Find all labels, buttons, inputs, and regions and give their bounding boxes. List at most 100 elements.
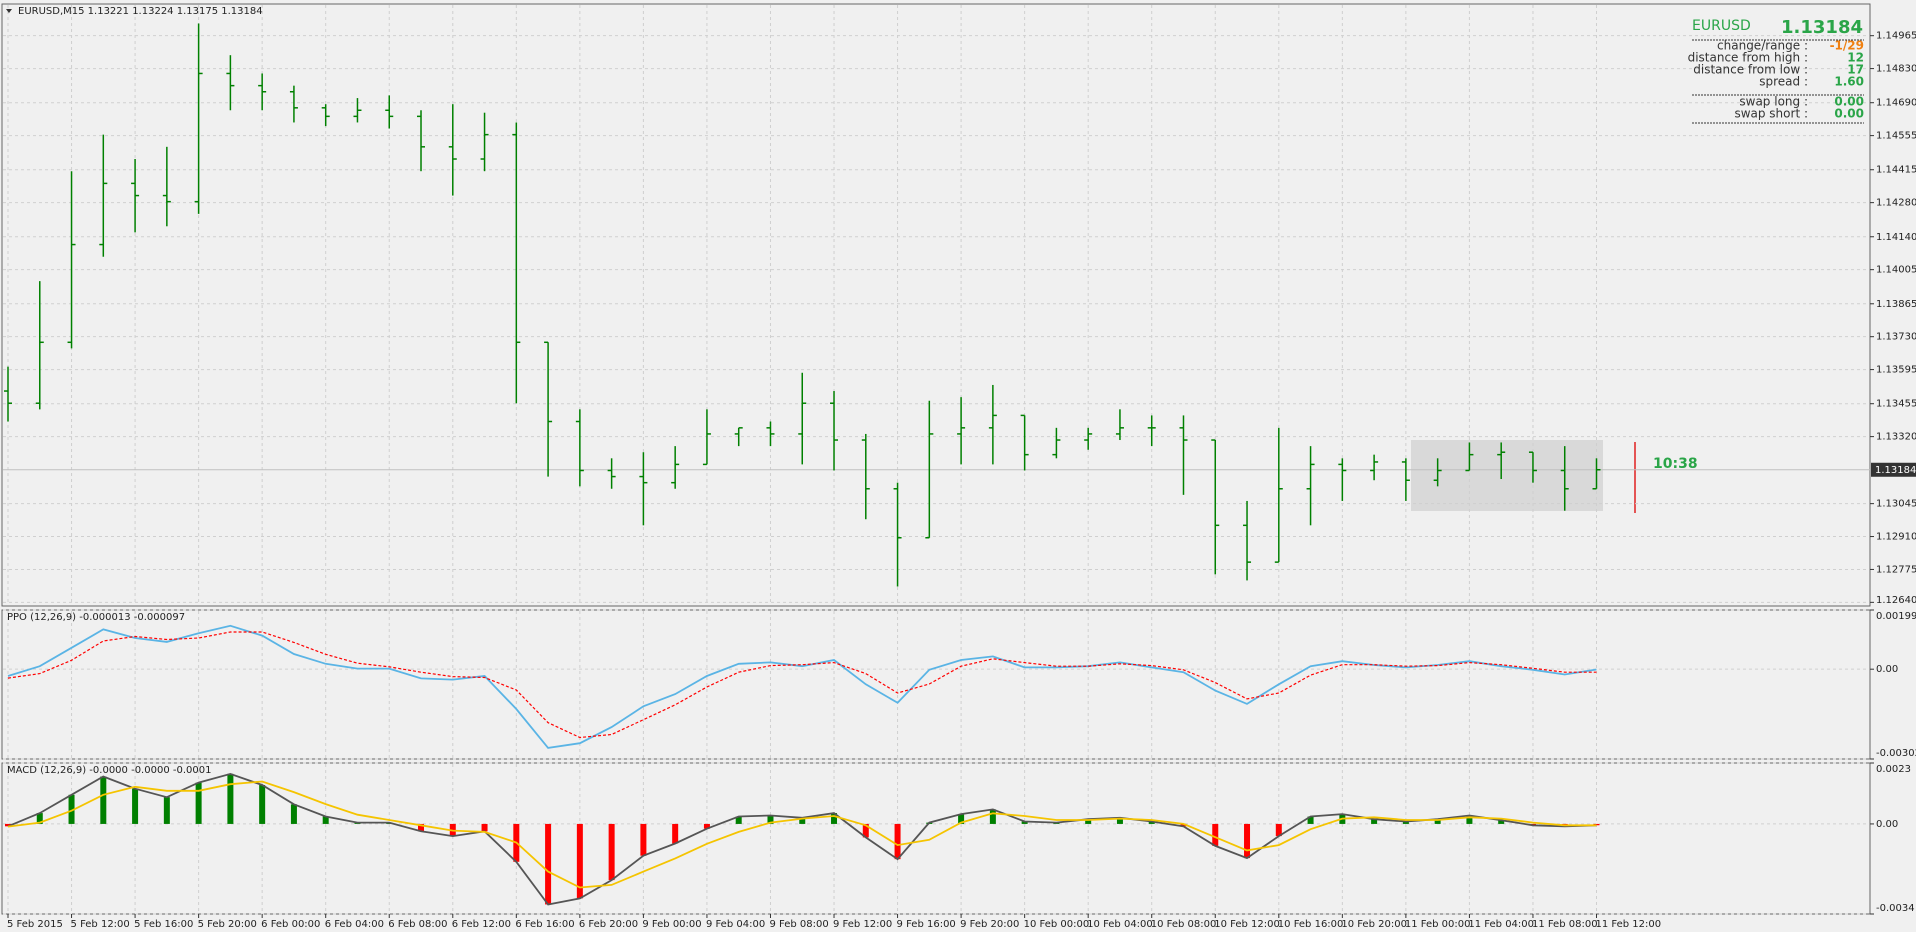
y-tick-label: 1.12640 xyxy=(1876,595,1916,606)
info-value: -1/29 xyxy=(1830,39,1864,53)
histogram-bar xyxy=(1371,819,1378,824)
x-tick-label: 5 Feb 16:00 xyxy=(134,919,193,930)
y-tick-label: 1.14415 xyxy=(1876,165,1916,176)
info-value: 12 xyxy=(1847,51,1864,65)
info-value: 0.00 xyxy=(1834,107,1864,121)
panel-title: MACD (12,26,9) -0.0000 -0.0000 -0.0001 xyxy=(7,765,211,776)
histogram-bar xyxy=(290,804,297,824)
x-tick-label: 10 Feb 16:00 xyxy=(1278,919,1344,930)
histogram-bar xyxy=(481,823,488,832)
menu-arrow xyxy=(6,9,12,13)
histogram-bar xyxy=(703,823,710,829)
histogram-bar xyxy=(322,816,329,824)
x-tick-label: 11 Feb 04:00 xyxy=(1468,919,1534,930)
x-tick-label: 9 Feb 12:00 xyxy=(833,919,892,930)
shaded-region xyxy=(1411,440,1603,511)
histogram-bar xyxy=(418,823,425,832)
y-tick-label: 1.12910 xyxy=(1876,532,1916,543)
x-tick-label: 9 Feb 20:00 xyxy=(960,919,1019,930)
x-tick-label: 6 Feb 04:00 xyxy=(325,919,384,930)
current-price-box xyxy=(1871,462,1916,477)
y-tick-label: 0.00 xyxy=(1876,819,1898,830)
x-tick-label: 10 Feb 12:00 xyxy=(1214,919,1280,930)
x-tick-label: 10 Feb 20:00 xyxy=(1341,919,1407,930)
panel-frame xyxy=(1,762,1871,915)
info-label: distance from low : xyxy=(1693,63,1808,77)
y-tick-label: 0.001992 xyxy=(1876,611,1916,622)
histogram-bar xyxy=(36,813,43,824)
histogram-bar xyxy=(576,823,583,899)
histogram-bar xyxy=(163,797,170,824)
y-tick-label: 1.13595 xyxy=(1876,365,1916,376)
series-line xyxy=(7,780,1597,889)
panel-frame xyxy=(1,3,1871,607)
symbol: EURUSD xyxy=(1692,18,1751,34)
y-tick-label: 1.13320 xyxy=(1876,432,1916,443)
histogram-bar xyxy=(1244,823,1251,859)
histogram-bar xyxy=(1402,821,1409,824)
panel-frame xyxy=(1,609,1871,760)
histogram-bar xyxy=(1434,819,1441,824)
y-tick-label: 1.13730 xyxy=(1876,332,1916,343)
y-tick-label: -0.003023 xyxy=(1876,748,1916,759)
histogram-bar xyxy=(1307,816,1314,824)
histogram-bar xyxy=(5,823,11,827)
histogram-bar xyxy=(1275,823,1282,837)
histogram-bar xyxy=(640,823,647,856)
histogram-bar xyxy=(1498,820,1505,824)
x-tick-label: 11 Feb 00:00 xyxy=(1405,919,1471,930)
histogram-bar xyxy=(862,823,869,838)
y-tick-label: 1.14965 xyxy=(1876,31,1916,42)
info-value: 1.60 xyxy=(1834,75,1864,89)
y-tick-label: 0.0023 xyxy=(1876,764,1911,775)
x-tick-label: 6 Feb 08:00 xyxy=(388,919,447,930)
histogram-bar xyxy=(1180,823,1187,827)
histogram-bar xyxy=(132,788,139,824)
x-tick-label: 9 Feb 00:00 xyxy=(642,919,701,930)
x-tick-label: 6 Feb 12:00 xyxy=(452,919,511,930)
info-label: swap long : xyxy=(1739,95,1808,109)
histogram-bar xyxy=(894,823,901,860)
price: 1.13184 xyxy=(1781,17,1863,38)
x-tick-label: 6 Feb 20:00 xyxy=(579,919,638,930)
histogram-bar xyxy=(227,773,234,824)
x-tick-label: 6 Feb 16:00 xyxy=(515,919,574,930)
histogram-bar xyxy=(1021,821,1028,824)
x-tick-label: 5 Feb 20:00 xyxy=(198,919,257,930)
info-panel: EURUSD 1.13184 change/range : -1/29 dist… xyxy=(1688,17,1864,124)
histogram-bar xyxy=(767,815,774,824)
x-tick-label: 11 Feb 12:00 xyxy=(1596,919,1662,930)
info-value: 0.00 xyxy=(1834,95,1864,109)
x-tick-label: 5 Feb 12:00 xyxy=(71,919,130,930)
histogram-bar xyxy=(608,823,615,881)
y-tick-label: -0.0034 xyxy=(1876,903,1915,914)
y-tick-label: 1.13455 xyxy=(1876,399,1916,410)
x-tick-label: 10 Feb 08:00 xyxy=(1151,919,1217,930)
y-tick-label: 1.12775 xyxy=(1876,564,1916,575)
countdown: 10:38 xyxy=(1653,456,1698,472)
histogram-bar xyxy=(545,823,552,905)
y-tick-label: 1.14140 xyxy=(1876,232,1916,243)
panel-title: PPO (12,26,9) -0.000013 -0.000097 xyxy=(7,612,185,623)
x-tick-label: 6 Feb 00:00 xyxy=(261,919,320,930)
info-label: spread : xyxy=(1759,75,1808,89)
histogram-bar xyxy=(259,784,266,824)
info-label: change/range : xyxy=(1717,39,1808,53)
histogram-bar xyxy=(1466,815,1473,824)
x-tick-label: 5 Feb 2015 xyxy=(7,919,63,930)
y-tick-label: 1.14005 xyxy=(1876,265,1916,276)
histogram-bar xyxy=(989,809,996,824)
y-tick-label: 1.14555 xyxy=(1876,131,1916,142)
histogram-bar xyxy=(831,813,838,824)
y-tick-label: 0.00 xyxy=(1876,664,1898,675)
histogram-bar xyxy=(100,776,107,824)
current-price-label: 1.13184 xyxy=(1875,465,1916,476)
histogram-bar xyxy=(195,782,202,824)
histogram-bar xyxy=(672,823,679,844)
y-tick-label: 1.14690 xyxy=(1876,98,1916,109)
series-line xyxy=(7,624,1597,749)
x-tick-label: 9 Feb 04:00 xyxy=(706,919,765,930)
histogram-bar xyxy=(958,814,965,824)
